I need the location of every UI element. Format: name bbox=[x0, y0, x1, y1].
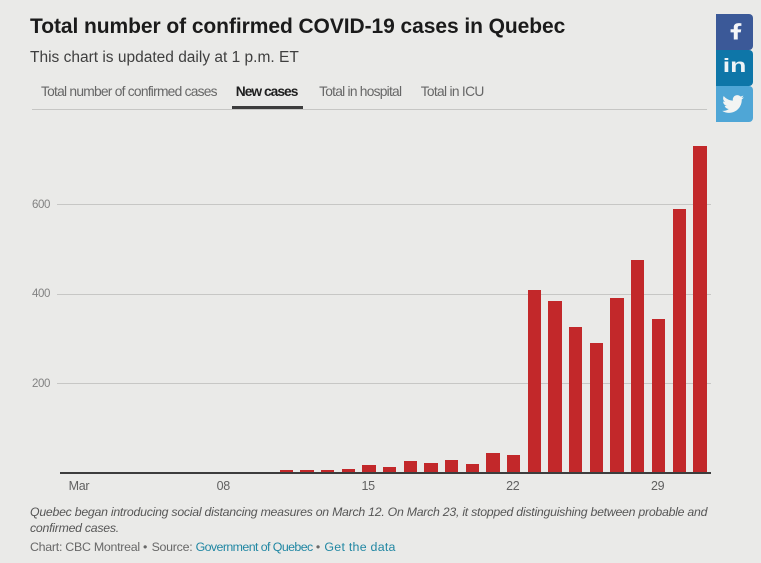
svg-text:in: in bbox=[723, 55, 747, 76]
